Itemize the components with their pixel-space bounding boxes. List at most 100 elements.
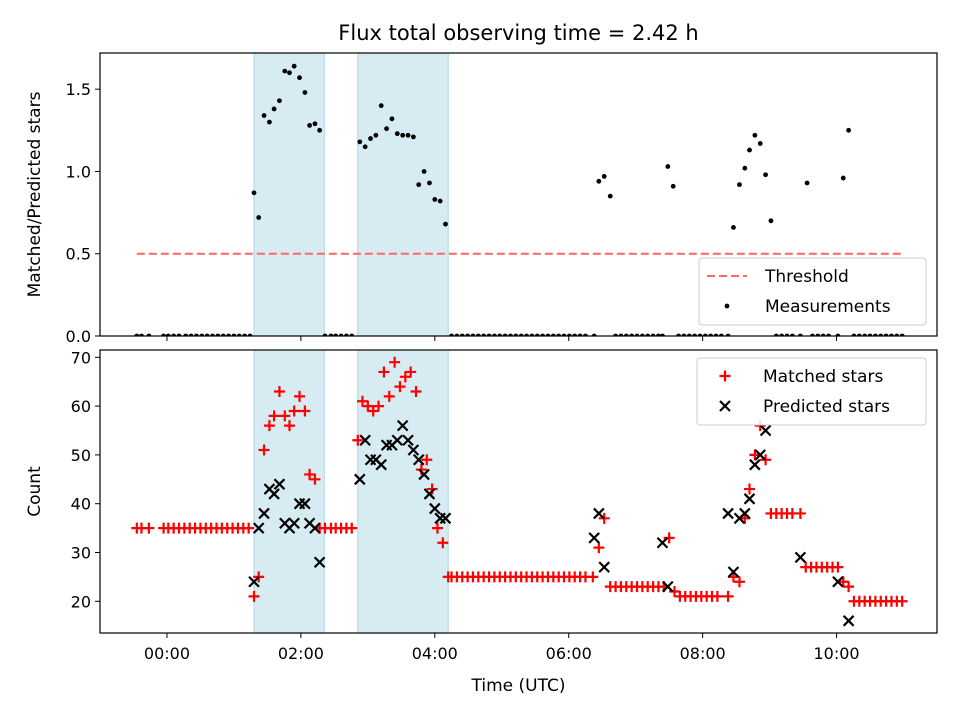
y-tick-label: 1.0 [66,162,91,181]
data-point [437,198,443,204]
data-point [389,116,395,122]
data-point [243,522,255,534]
data-point [662,580,674,593]
data-point [837,576,849,588]
data-point [711,590,723,602]
data-point [299,497,311,510]
data-point [754,449,767,461]
y-tick-label: 0.5 [66,245,91,264]
data-point [407,444,420,456]
data-point [768,218,774,224]
data-point [747,147,752,153]
data-point [744,483,756,495]
data-point [277,98,282,104]
data-point [410,134,416,140]
legend-label: Measurements [765,297,891,317]
data-point [373,400,385,412]
data-point [394,381,406,393]
data-point [367,405,379,417]
data-point [368,136,373,141]
data-point [251,190,257,196]
legend-box [698,257,927,326]
data-point [607,193,613,199]
data-point [312,121,318,127]
data-point [763,172,768,178]
y-tick-label: 40 [71,495,91,514]
data-point [288,517,300,529]
data-point [362,144,368,150]
data-point [794,507,806,519]
shaded-interval [253,52,325,337]
y-tick-label: 70 [71,348,91,367]
data-point [596,178,602,184]
data-point [248,590,260,602]
data-point [378,103,384,109]
data-point [399,371,411,383]
data-point [357,139,363,145]
data-point [421,169,427,174]
data-point [313,556,326,569]
data-point [356,395,368,407]
data-point [759,424,772,437]
data-point [378,366,390,378]
data-point [400,132,406,138]
data-point [258,444,270,456]
data-point [268,410,280,422]
data-point [429,502,441,515]
y-tick-label: 1.5 [66,80,91,99]
data-point [896,595,908,607]
data-point [282,68,288,74]
data-point [384,126,389,132]
data-point [439,512,452,525]
data-point [362,400,374,412]
data-point [431,522,443,534]
data-point [309,522,321,534]
data-point [267,119,272,125]
data-point [842,615,855,627]
data-point [722,507,734,520]
legend-box [696,357,927,426]
data-point [598,512,610,524]
data-point [443,221,448,227]
y-tick-label: 60 [71,397,91,416]
data-point [832,561,844,573]
data-point [663,532,675,544]
data-point [252,522,265,534]
plot-frame [99,349,938,634]
legend-label: Matched stars [763,367,883,387]
data-point [261,113,267,118]
data-point [359,434,371,447]
data-point [601,174,607,179]
data-point [291,63,297,69]
data-point [352,434,364,446]
data-point [593,542,605,554]
legend-label: Predicted stars [763,397,890,417]
data-point [437,537,449,549]
data-point [804,180,810,186]
y-tick-label: 30 [71,543,91,562]
y-tick-label: 50 [71,446,91,465]
data-point [287,70,292,76]
data-point [263,420,275,432]
x-tick-label: 00:00 [144,644,190,663]
count-panel: 20 30 40 50 60 70 00:00 02:00 04:00 06:00 08:00 10:… [25,348,938,663]
data-point [304,468,316,480]
data-point [665,164,671,169]
legend-marker [719,400,731,412]
shaded-interval [357,52,449,337]
data-point [375,458,388,471]
data-point [391,434,404,447]
data-point [669,586,681,598]
y-axis-label: Count [25,466,45,517]
data-point [394,131,400,137]
data-point [421,454,433,466]
data-point [299,405,311,417]
data-point [302,90,308,95]
data-point [373,132,379,138]
x-tick-label: 02:00 [278,644,324,663]
data-point [840,175,846,181]
data-point [743,493,756,505]
data-point [389,356,401,368]
data-point [722,590,734,602]
data-point [258,507,270,520]
